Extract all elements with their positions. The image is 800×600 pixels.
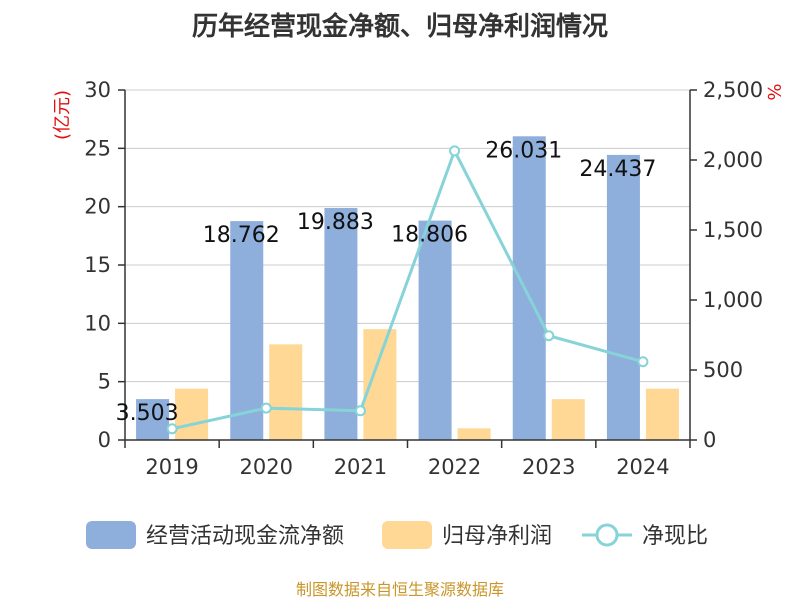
right-tick-label: 500	[703, 358, 743, 382]
ratio-point-2019	[166, 423, 178, 435]
legend-swatch-cash	[86, 521, 136, 549]
bar-cash-2023	[512, 136, 546, 440]
data-label-cash-2020: 18.762	[203, 223, 280, 248]
axes: 0 5 10 15 20 25 30 0 500 1,000 1,500 2,000 2,500 2019…	[84, 78, 763, 479]
right-axis-unit: %	[763, 83, 784, 100]
left-tick-label: 20	[84, 195, 111, 219]
bar-cash-2022	[418, 220, 452, 440]
bar-profit-2022	[457, 428, 491, 440]
x-tick-label: 2022	[428, 455, 481, 479]
x-tick-label: 2024	[616, 455, 669, 479]
legend-label-cash: 经营活动现金流净额	[146, 524, 344, 549]
legend-label-profit: 归母净利润	[442, 524, 552, 549]
bar-cash-2021	[324, 208, 358, 440]
ratio-line	[171, 147, 644, 431]
data-label-cash-2022: 18.806	[391, 223, 468, 248]
bar-profit-2024	[645, 388, 679, 440]
chart-title: 历年经营现金净额、归母净利润情况	[192, 11, 608, 42]
data-label-cash-2023: 26.031	[485, 138, 562, 163]
right-tick-label: 0	[703, 428, 716, 452]
right-tick-label: 1,000	[703, 288, 763, 312]
left-tick-label: 0	[98, 428, 111, 452]
left-tick-label: 25	[84, 136, 111, 160]
ratio-point-2020	[260, 402, 272, 414]
bar-profit-2020	[269, 344, 303, 440]
x-tick-label: 2023	[522, 455, 575, 479]
legend-swatch-profit	[382, 521, 432, 549]
x-tick-label: 2020	[240, 455, 293, 479]
x-tick-label: 2021	[334, 455, 387, 479]
bar-cash-2019	[136, 399, 170, 440]
bar-profit-2019	[175, 388, 209, 440]
data-label-cash-2021: 19.883	[297, 210, 374, 235]
ratio-point-2022	[449, 145, 461, 157]
left-tick-label: 15	[84, 253, 111, 277]
right-tick-label: 2,500	[703, 78, 763, 102]
gridlines	[125, 89, 690, 383]
right-tick-label: 2,000	[703, 148, 763, 172]
bar-profit-2023	[551, 399, 585, 440]
data-labels: 3.503 18.762 19.883 18.806 26.031 24.437	[116, 138, 657, 426]
left-tick-label: 30	[84, 78, 111, 102]
x-tick-label: 2019	[145, 455, 198, 479]
data-label-cash-2024: 24.437	[579, 157, 656, 182]
right-tick-label: 1,500	[703, 218, 763, 242]
legend-marker-ratio	[595, 523, 619, 547]
bar-cash-2020	[230, 221, 264, 440]
bars	[136, 136, 679, 440]
left-axis-unit: (亿元)	[52, 90, 73, 140]
legend-label-ratio: 净现比	[642, 524, 708, 549]
ratio-point-2023	[543, 330, 555, 342]
legend: 经营活动现金流净额 归母净利润 净现比	[86, 521, 708, 549]
ratio-point-2024	[637, 356, 649, 368]
left-tick-label: 10	[84, 311, 111, 335]
data-label-cash-2019: 3.503	[116, 401, 179, 426]
ratio-point-2021	[354, 405, 366, 417]
ratio-line-group	[166, 145, 649, 435]
left-tick-label: 5	[98, 370, 111, 394]
bar-cash-2024	[606, 154, 640, 440]
source-note: 制图数据来自恒生聚源数据库	[296, 580, 504, 599]
